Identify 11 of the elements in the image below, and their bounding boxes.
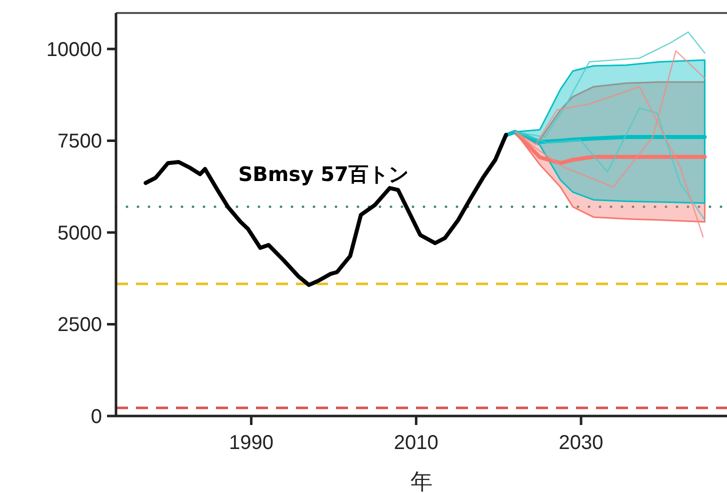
y-tick-label: 5000 — [58, 222, 102, 244]
x-tick-label: 2030 — [558, 432, 604, 454]
x-tick-label: 1990 — [228, 432, 274, 454]
y-tick-label: 7500 — [58, 130, 102, 153]
ref-line-label: SBmsy 57百トン — [238, 162, 408, 186]
x-axis-title: 年 — [410, 469, 432, 493]
y-tick-label: 10000 — [46, 38, 102, 61]
ref-line: SBmsy 57百トン — [114, 162, 727, 208]
x-tick-label: 2010 — [394, 432, 438, 454]
y-tick-label: 2500 — [58, 314, 102, 336]
y-tick-label: 0 — [90, 406, 102, 428]
